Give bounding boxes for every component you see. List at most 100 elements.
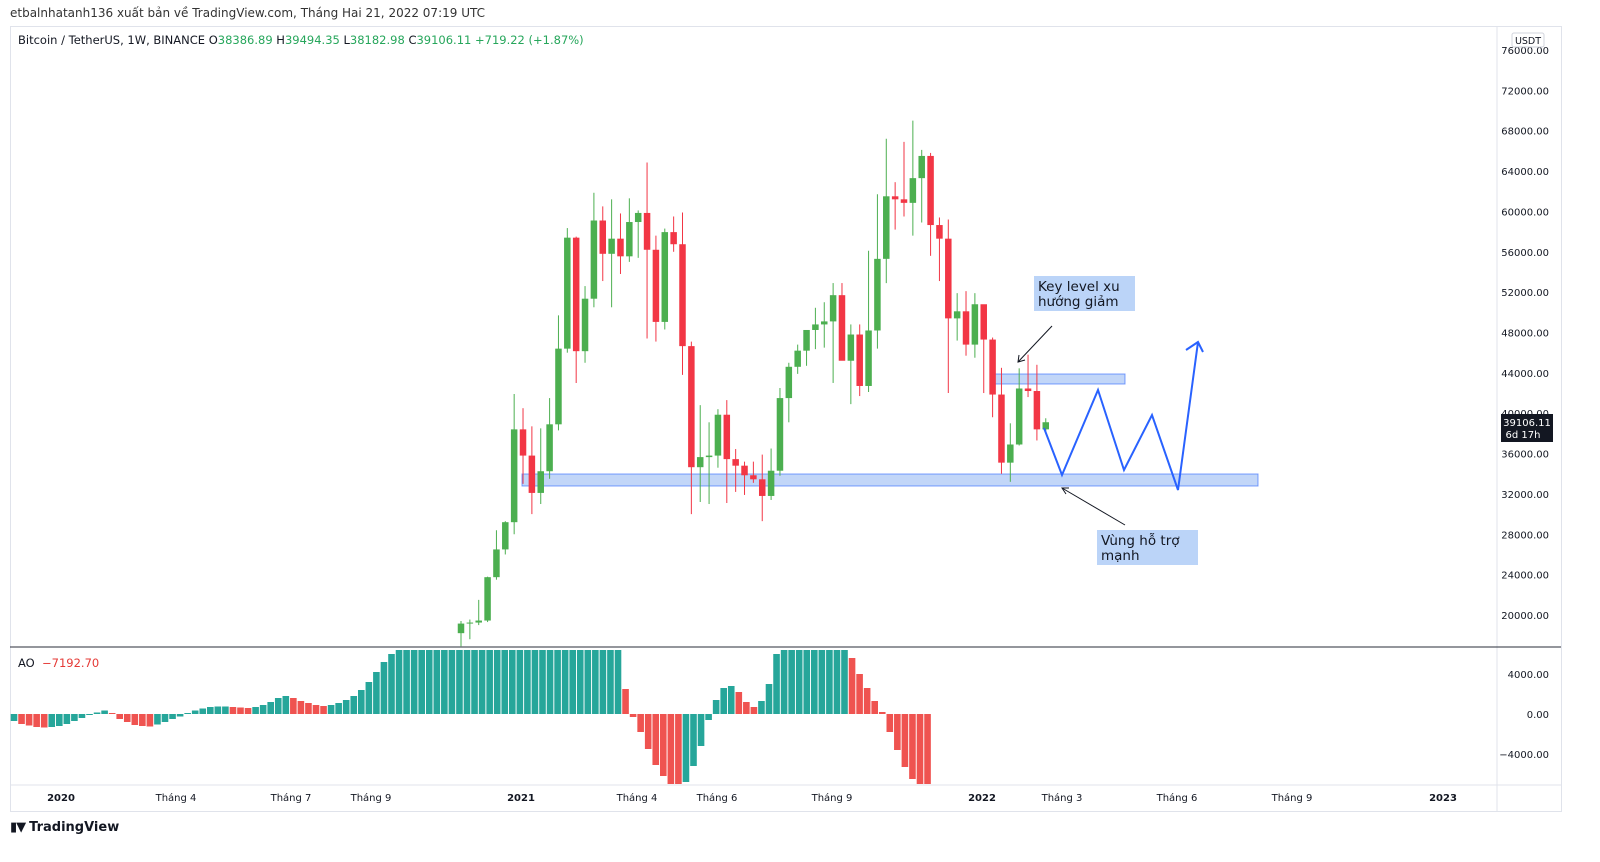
candle-body[interactable]: [466, 622, 474, 624]
candle-body[interactable]: [564, 237, 571, 349]
candle-body[interactable]: [643, 212, 651, 250]
ao-bar[interactable]: [63, 714, 71, 724]
ao-bar[interactable]: [637, 714, 644, 732]
ao-bar[interactable]: [274, 698, 282, 714]
ao-bar[interactable]: [795, 650, 803, 714]
ao-bar[interactable]: [878, 712, 886, 714]
ao-bar[interactable]: [569, 650, 576, 714]
ao-bar[interactable]: [252, 707, 259, 714]
candle-body[interactable]: [502, 522, 509, 550]
ao-bar[interactable]: [123, 714, 131, 722]
currency-badge[interactable]: [1511, 32, 1545, 48]
ao-bar[interactable]: [667, 714, 675, 784]
ao-bar[interactable]: [758, 701, 765, 714]
ao-bar[interactable]: [418, 650, 425, 714]
candle-body[interactable]: [705, 455, 713, 458]
candle-body[interactable]: [510, 429, 518, 523]
ao-bar[interactable]: [108, 713, 116, 714]
projection-path[interactable]: [1043, 341, 1199, 491]
candle-body[interactable]: [1024, 388, 1032, 392]
ao-bar[interactable]: [712, 700, 720, 714]
candle-body[interactable]: [723, 414, 731, 460]
ao-bar[interactable]: [848, 658, 856, 714]
candle-body[interactable]: [936, 225, 943, 239]
candle-body[interactable]: [891, 196, 899, 200]
ao-bar[interactable]: [176, 714, 184, 717]
candle-body[interactable]: [1033, 391, 1041, 430]
candle-body[interactable]: [989, 339, 996, 395]
ao-bar[interactable]: [395, 650, 403, 714]
ao-bar[interactable]: [599, 650, 607, 714]
ao-bar[interactable]: [516, 650, 524, 714]
candle-body[interactable]: [821, 321, 828, 325]
candle-body[interactable]: [457, 623, 465, 634]
ao-bar[interactable]: [629, 714, 637, 717]
candle-body[interactable]: [785, 366, 793, 399]
candle-body[interactable]: [599, 220, 607, 254]
candle-body[interactable]: [803, 329, 810, 351]
candle-body[interactable]: [980, 304, 987, 340]
ao-bar[interactable]: [750, 707, 758, 714]
candle-body[interactable]: [572, 237, 580, 352]
ao-bar[interactable]: [531, 650, 539, 714]
candle-body[interactable]: [812, 324, 819, 330]
ao-bar[interactable]: [697, 714, 705, 746]
symbol-legend[interactable]: Bitcoin / TetherUS, 1W, BINANCE O38386.8…: [18, 33, 584, 47]
candle-body[interactable]: [519, 429, 527, 456]
candle-body[interactable]: [741, 465, 748, 476]
candle-body[interactable]: [776, 398, 784, 471]
ao-bar[interactable]: [199, 708, 207, 715]
ao-bar[interactable]: [78, 714, 86, 718]
ao-bar[interactable]: [803, 650, 811, 714]
ao-bar[interactable]: [33, 714, 40, 727]
ao-bar[interactable]: [267, 702, 274, 714]
candle-body[interactable]: [617, 238, 624, 257]
candle-body[interactable]: [475, 620, 482, 623]
ao-bar[interactable]: [622, 689, 629, 714]
ao-bar[interactable]: [509, 650, 516, 714]
candle-body[interactable]: [758, 479, 766, 496]
candle-body[interactable]: [590, 220, 598, 299]
ao-bar[interactable]: [682, 714, 690, 782]
candle-body[interactable]: [626, 222, 633, 257]
ao-bar[interactable]: [207, 707, 214, 714]
ao-bar[interactable]: [554, 650, 561, 714]
ao-bar[interactable]: [184, 713, 191, 714]
candle-body[interactable]: [874, 258, 881, 331]
ao-axis[interactable]: 4000.00 0.00 −4000.00: [1499, 670, 1549, 761]
ao-bar[interactable]: [705, 714, 712, 720]
ao-bar[interactable]: [546, 650, 554, 714]
ao-bar[interactable]: [320, 706, 327, 714]
ao-bar[interactable]: [493, 650, 501, 714]
ao-bar[interactable]: [592, 650, 599, 714]
candle-body[interactable]: [750, 475, 757, 480]
candle-body[interactable]: [555, 348, 562, 425]
candle-body[interactable]: [484, 577, 491, 621]
ao-bar[interactable]: [48, 714, 56, 727]
ao-bar[interactable]: [501, 650, 509, 714]
ao-bar[interactable]: [660, 714, 667, 776]
candle-body[interactable]: [794, 350, 801, 367]
ao-bar[interactable]: [86, 714, 93, 715]
ao-bar[interactable]: [18, 714, 25, 724]
ao-bar[interactable]: [894, 714, 901, 750]
candle-body[interactable]: [608, 238, 615, 254]
candle-body[interactable]: [652, 249, 660, 322]
candle-body[interactable]: [546, 424, 553, 472]
ao-bar[interactable]: [10, 714, 18, 721]
ao-bar[interactable]: [237, 707, 244, 715]
candle-body[interactable]: [945, 238, 952, 319]
candle-body[interactable]: [528, 455, 536, 493]
ao-bar[interactable]: [169, 714, 176, 719]
ao-bar[interactable]: [607, 650, 614, 714]
candle-body[interactable]: [1007, 444, 1014, 463]
ao-bar[interactable]: [833, 650, 841, 714]
ao-bar[interactable]: [675, 714, 682, 784]
ao-bar[interactable]: [116, 714, 123, 719]
ao-bar[interactable]: [727, 686, 735, 714]
ao-bar[interactable]: [486, 650, 493, 714]
candle-body[interactable]: [998, 394, 1005, 463]
price-axis[interactable]: 76000.00 72000.00 68000.00 64000.00 60000.00…: [1501, 46, 1549, 622]
ao-bar[interactable]: [373, 672, 380, 714]
ao-bar[interactable]: [350, 696, 358, 714]
